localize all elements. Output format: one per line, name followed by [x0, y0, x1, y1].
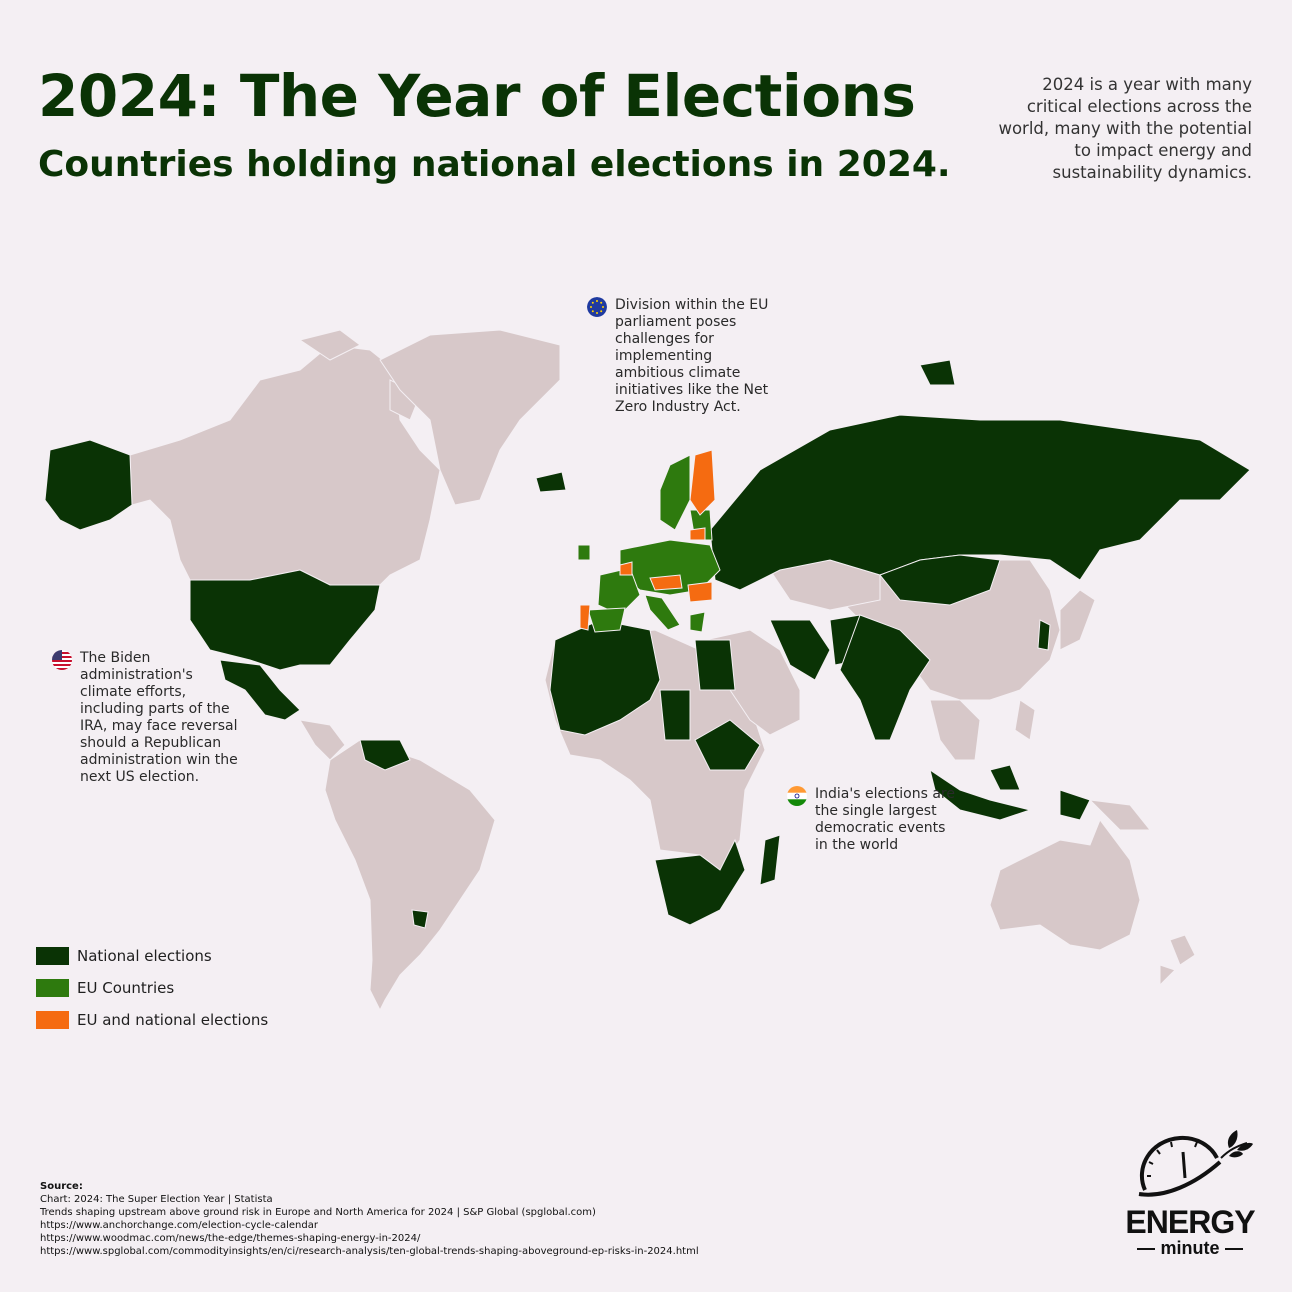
legend-item-national: National elections [36, 940, 268, 972]
region-greenland [379, 329, 561, 506]
region-mongolia [879, 554, 1001, 606]
page-subtitle: Countries holding national elections in … [38, 144, 951, 185]
legend-item-eu: EU Countries [36, 972, 268, 1004]
region-usa [189, 569, 381, 671]
region-indonesia [929, 768, 1032, 821]
region-australia [989, 818, 1141, 951]
source-line: Chart: 2024: The Super Election Year | S… [40, 1194, 273, 1205]
intro-text: 2024 is a year with many critical electi… [998, 75, 1252, 182]
us-annotation: The Biden administration's climate effor… [52, 650, 240, 786]
logo-text-energy: ENERGY [1125, 1204, 1255, 1240]
region-chad [659, 689, 691, 741]
source-heading: Source: [40, 1181, 83, 1192]
region-venezuela [359, 739, 411, 771]
source-block: Source: Chart: 2024: The Super Election … [40, 1180, 699, 1258]
region-iceland [535, 471, 567, 493]
region-canada [129, 344, 441, 586]
region-russia [709, 414, 1251, 591]
region-italy [644, 594, 681, 631]
region-ireland [577, 544, 591, 561]
region-south-africa [654, 838, 746, 926]
region-korea [1037, 619, 1051, 651]
region-finland [689, 449, 716, 516]
region-mexico [219, 659, 301, 721]
legend-swatch [36, 1011, 69, 1029]
india-annotation-text: India's elections are the single largest… [815, 786, 955, 853]
us-annotation-text: The Biden administration's climate effor… [80, 650, 238, 785]
region-romania [687, 581, 713, 603]
page-title: 2024: The Year of Elections [38, 62, 916, 130]
region-egypt [694, 639, 736, 691]
legend-item-eu-national: EU and national elections [36, 1004, 268, 1036]
region-iran [769, 619, 831, 681]
region-south-america [324, 739, 496, 1012]
legend-swatch [36, 947, 69, 965]
india-annotation: India's elections are the single largest… [787, 786, 955, 854]
legend-swatch [36, 979, 69, 997]
source-line: https://www.woodmac.com/news/the-edge/th… [40, 1233, 421, 1244]
india-flag-icon [787, 786, 807, 806]
source-line: Trends shaping upstream above ground ris… [40, 1207, 596, 1218]
eu-flag-icon [587, 297, 607, 317]
region-lithuania [689, 527, 706, 541]
region-portugal [579, 604, 591, 631]
eu-annotation-text: Division within the EU parliament poses … [615, 297, 769, 415]
region-spain [587, 607, 626, 633]
eu-annotation: Division within the EU parliament poses … [587, 297, 775, 416]
region-belgium [619, 561, 633, 576]
region-austria-croatia [649, 574, 683, 591]
region-sweden [659, 454, 691, 531]
region-east-africa [694, 719, 761, 771]
source-line: https://www.spglobal.com/commodityinsigh… [40, 1246, 699, 1257]
us-flag-icon [52, 650, 72, 670]
region-north-africa [549, 619, 661, 736]
legend-label: National elections [77, 947, 212, 965]
legend-label: EU and national elections [77, 1011, 269, 1029]
source-line: https://www.anchorchange.com/election-cy… [40, 1220, 318, 1231]
region-greece [689, 611, 706, 633]
clock-leaf-icon [1138, 1130, 1253, 1197]
energy-minute-logo: ENERGY minute [1125, 1128, 1256, 1263]
region-india [839, 614, 931, 741]
region-madagascar [759, 834, 781, 886]
logo-text-minute: minute [1125, 1238, 1255, 1259]
region-uruguay [411, 909, 429, 929]
legend-label: EU Countries [77, 979, 175, 997]
region-alaska [44, 439, 133, 531]
map-legend: National elections EU Countries EU and n… [36, 940, 268, 1036]
